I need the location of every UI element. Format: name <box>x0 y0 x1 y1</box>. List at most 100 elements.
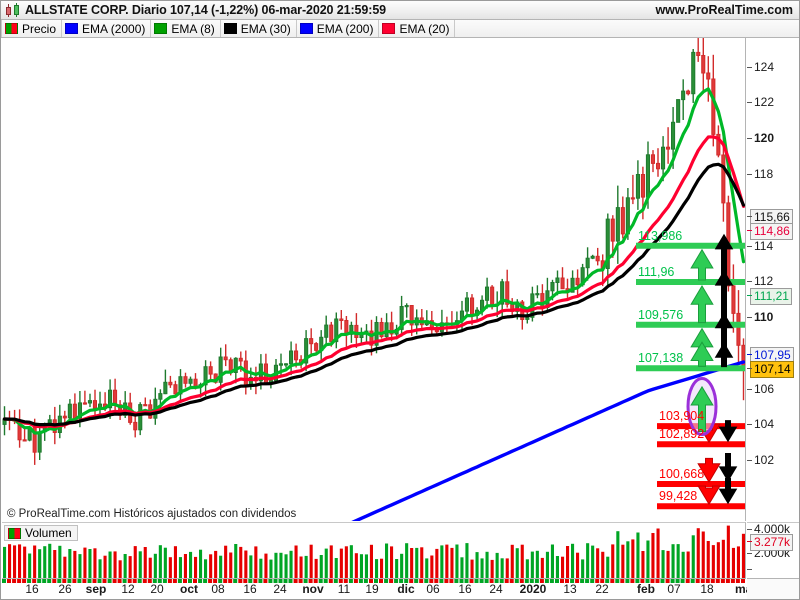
volume-bar <box>229 552 233 578</box>
ask-price-box[interactable]: 114,86 <box>750 223 793 241</box>
green-price-box[interactable]: 111,21 <box>750 288 792 306</box>
price-marker-tick <box>747 215 752 217</box>
candle-body <box>324 324 329 338</box>
date-tick-label: feb <box>637 582 655 596</box>
down-arrow-red[interactable] <box>697 485 721 506</box>
candle-body <box>67 403 72 419</box>
candle-body <box>404 305 409 308</box>
down-arrow-black[interactable] <box>718 453 738 483</box>
up-arrow-black[interactable] <box>714 233 734 281</box>
volume-bar <box>696 528 700 578</box>
date-tick-chip <box>454 579 459 583</box>
volume-bar <box>716 542 720 578</box>
up-arrow-green[interactable] <box>690 341 714 367</box>
date-tick-chip <box>394 579 399 583</box>
date-tick-chip <box>102 579 107 583</box>
date-tick-chip <box>343 579 348 583</box>
volume-bar <box>68 549 72 578</box>
legend-item-ema-30[interactable]: EMA (30) <box>221 20 297 37</box>
volume-bar <box>440 545 444 578</box>
price-tick-mark <box>747 388 752 390</box>
candle-body <box>721 154 726 204</box>
date-tick-chip <box>685 579 690 583</box>
up-arrow-black[interactable] <box>714 342 734 368</box>
volume-bar <box>706 541 710 578</box>
date-tick-chip <box>278 579 283 583</box>
down-arrow-red[interactable] <box>697 457 721 483</box>
up-arrow-green[interactable] <box>690 385 714 433</box>
volume-bar <box>23 546 27 578</box>
up-arrow-black[interactable] <box>714 270 734 323</box>
volume-bar <box>676 544 680 578</box>
date-tick-chip <box>419 579 424 583</box>
volume-bar <box>18 544 22 578</box>
price-tick-mark <box>747 460 752 462</box>
date-tick-label: 22 <box>595 582 609 596</box>
volume-bar <box>199 549 203 578</box>
legend-item-precio[interactable]: Precio <box>1 20 63 37</box>
volume-bar <box>284 554 288 578</box>
price-chart-panel[interactable]: 113,986 111,96 109,576 107,138 103,904 102,89… <box>2 38 746 521</box>
volume-bar <box>178 557 182 578</box>
candle-body <box>671 121 676 150</box>
candle-body <box>500 281 505 305</box>
volume-bar <box>395 559 399 578</box>
price-axis[interactable]: 124 122 120 118 114 112 110 106 104 102 115,66 114,… <box>747 38 799 521</box>
date-tick-chip <box>198 579 203 583</box>
date-tick-chip <box>17 579 22 583</box>
last-price-box[interactable]: 107,14 <box>750 361 794 379</box>
volume-value-box[interactable]: 3.277k <box>750 534 794 551</box>
candle-body <box>143 404 148 407</box>
date-tick-chip <box>27 579 32 583</box>
candle-body <box>676 99 681 123</box>
date-tick-chip <box>308 579 313 583</box>
down-arrow-black[interactable] <box>718 478 738 505</box>
page-title: ALLSTATE CORP. Diario 107,14 (-1,22%) 06… <box>25 3 387 17</box>
date-tick-chip <box>333 579 338 583</box>
candle-body <box>113 389 118 406</box>
down-arrow-black[interactable] <box>718 420 738 443</box>
volume-bar <box>550 544 554 578</box>
volume-bar <box>168 557 172 578</box>
legend-item-ema-2000[interactable]: EMA (2000) <box>62 20 152 37</box>
volume-bar <box>601 551 605 578</box>
volume-bar <box>339 548 343 578</box>
volume-bar <box>108 551 112 578</box>
date-tick-chip <box>595 579 600 583</box>
date-tick-label: 2020 <box>519 582 547 596</box>
legend-item-ema-8[interactable]: EMA (8) <box>151 20 221 37</box>
date-tick-chip <box>705 579 710 583</box>
volume-bar <box>83 547 87 578</box>
volume-bar <box>279 552 283 578</box>
up-arrow-green[interactable] <box>690 285 714 324</box>
date-tick-chip <box>680 579 685 583</box>
candle-body <box>309 338 314 345</box>
candle-body <box>87 400 93 404</box>
date-tick-chip <box>650 579 655 583</box>
date-tick-chip <box>87 579 92 583</box>
volume-panel[interactable]: Volumen <box>2 522 746 578</box>
date-tick-chip <box>379 579 383 583</box>
date-tick-chip <box>57 579 62 583</box>
candle-body <box>163 381 168 395</box>
candle-body <box>173 384 178 395</box>
date-axis[interactable]: 16 26 sep 12 20 oct 08 16 24 nov 11 19 dic 06 16 24 2020… <box>2 578 757 599</box>
date-tick-chip <box>288 579 293 583</box>
price-marker-tick <box>747 353 752 355</box>
up-arrow-black[interactable] <box>714 312 734 367</box>
legend-color-swatch <box>5 23 18 34</box>
volume-bar <box>173 546 177 578</box>
legend-item-ema-200[interactable]: EMA (200) <box>297 20 380 37</box>
date-tick-label: 07 <box>667 582 681 596</box>
date-tick-chip <box>248 579 253 583</box>
date-tick-chip <box>389 579 394 583</box>
candle-body <box>203 366 208 386</box>
date-tick-chip <box>484 579 489 583</box>
up-arrow-green[interactable] <box>690 248 714 281</box>
volume-tick-mark <box>747 569 752 570</box>
date-tick-chip <box>580 579 585 583</box>
date-tick-chip <box>690 579 695 583</box>
date-tick-chip <box>183 579 187 583</box>
volume-bar <box>58 545 62 578</box>
legend-item-ema-20[interactable]: EMA (20) <box>379 20 456 37</box>
